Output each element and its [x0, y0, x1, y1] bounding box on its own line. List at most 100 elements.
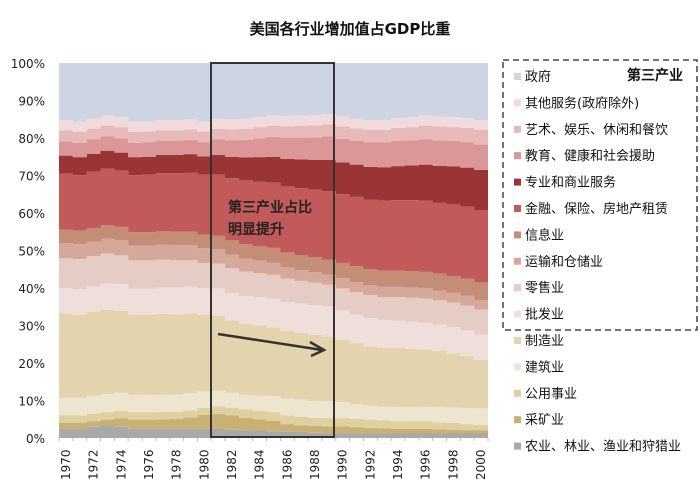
x-tick-label: 1970: [59, 449, 73, 480]
legend-label: 农业、林业、渔业和狩猎业: [525, 440, 681, 455]
legend-swatch: [514, 231, 521, 239]
x-tick-label: 1974: [114, 449, 128, 480]
legend-item: 专业和商业服务: [514, 175, 616, 191]
legend-item: 建筑业: [514, 359, 564, 375]
area-series-8: [59, 225, 488, 300]
area-series-7: [59, 238, 488, 310]
legend-item: 运输和仓储业: [514, 254, 603, 270]
legend-swatch: [514, 442, 521, 450]
legend-item: 批发业: [514, 307, 564, 323]
area-series-12: [59, 124, 488, 145]
x-tick-label: 1972: [87, 449, 101, 480]
legend-label: 零售业: [525, 280, 564, 296]
y-tick-label: 30%: [18, 320, 45, 334]
x-tick-label: 1996: [419, 449, 433, 480]
y-tick-label: 50%: [18, 245, 45, 259]
legend-label: 批发业: [525, 307, 564, 323]
legend-swatch: [514, 416, 521, 424]
y-tick-label: 80%: [18, 132, 45, 146]
legend-label: 金融、保险、房地产租赁: [525, 201, 668, 217]
area-series-9: [59, 168, 488, 283]
x-tick-label: 1978: [170, 449, 184, 480]
legend-swatch: [514, 257, 521, 265]
trend-arrow: [217, 332, 327, 358]
legend-label: 其他服务(政府除外): [525, 95, 639, 111]
legend-item: 农业、林业、渔业和狩猎业: [514, 440, 681, 455]
area-series-4: [59, 309, 488, 409]
y-tick-label: 60%: [18, 207, 45, 221]
y-tick-label: 20%: [18, 357, 45, 371]
legend-swatch: [514, 205, 521, 212]
legend-swatch: [514, 73, 521, 80]
y-tick-label: 10%: [18, 395, 45, 409]
legend-item: 信息业: [514, 227, 564, 243]
legend-swatch: [514, 99, 521, 107]
legend-item: 教育、健康和社会援助: [514, 148, 655, 164]
area-series-2: [59, 406, 488, 431]
y-axis: 0% 10% 20% 30% 40% 50% 60% 70% 80% 90% 100%: [11, 57, 45, 446]
area-series-14: [59, 63, 488, 122]
x-tick-label: 1980: [197, 449, 211, 480]
x-tick-label: 1984: [253, 449, 267, 480]
x-tick-label: 1994: [391, 449, 405, 480]
area-series-1: [59, 414, 488, 434]
area-series-0: [59, 426, 488, 438]
legend-label: 公用事业: [525, 387, 577, 402]
legend-label: 建筑业: [525, 359, 564, 375]
y-tick-label: 90%: [18, 95, 45, 109]
legend-item: 金融、保险、房地产租赁: [514, 201, 668, 217]
legend-item: 艺术、娱乐、休闲和餐饮: [514, 122, 668, 138]
area-series-11: [59, 136, 488, 170]
legend-label: 运输和仓储业: [525, 254, 603, 270]
x-tick-label: 1976: [142, 449, 156, 480]
legend-swatch: [514, 337, 521, 344]
legend-label: 艺术、娱乐、休闲和餐饮: [525, 122, 668, 138]
x-tick-label: 1990: [336, 449, 350, 480]
legend-item: 采矿业: [514, 413, 564, 428]
annotation-line2: 明显提升: [228, 221, 284, 238]
y-tick-label: 40%: [18, 282, 45, 296]
legend-swatch: [514, 284, 521, 292]
area-series-6: [59, 253, 488, 335]
x-axis: 1970 1972 1974 1976 1978 1980 1982 1984 1986 1988…: [58, 438, 489, 480]
area-series-3: [59, 390, 488, 425]
x-tick-label: 1992: [363, 449, 377, 480]
highlight-box: [210, 62, 335, 438]
legend-item: 制造业: [514, 334, 564, 349]
legend-swatch: [514, 152, 521, 160]
legend-label: 政府: [525, 70, 551, 85]
y-tick-label: 100%: [11, 57, 45, 71]
area-series-5: [59, 283, 488, 360]
y-tick-label: 70%: [18, 170, 45, 184]
legend-item: 政府: [514, 70, 551, 85]
legend-item: 零售业: [514, 280, 564, 296]
legend-swatch: [514, 389, 521, 397]
legend-label: 制造业: [525, 334, 564, 349]
x-tick-label: 1998: [446, 449, 460, 480]
legend-item: 公用事业: [514, 387, 577, 402]
plot-area: [59, 63, 488, 438]
chart-title: 美国各行业增加值占GDP比重: [250, 20, 451, 38]
x-tick-label: 1982: [225, 449, 239, 480]
legend-label: 采矿业: [525, 413, 564, 428]
y-tick-label: 0%: [26, 432, 45, 446]
legend-label: 专业和商业服务: [525, 175, 616, 191]
tertiary-legend-box: [502, 59, 698, 331]
legend-swatch: [514, 310, 521, 318]
legend-label: 教育、健康和社会援助: [525, 148, 655, 164]
x-tick-label: 2000: [474, 449, 488, 480]
x-tick-label: 1986: [280, 449, 294, 480]
area-series-13: [59, 114, 488, 132]
legend-item: 其他服务(政府除外): [514, 95, 639, 111]
annotation-line1: 第三产业占比: [228, 199, 312, 216]
area-series-10: [59, 150, 488, 210]
legend-swatch: [514, 178, 521, 186]
legend-swatch: [514, 363, 521, 371]
legend-label: 信息业: [525, 227, 564, 243]
x-tick-label: 1988: [308, 449, 322, 480]
legend-swatch: [514, 125, 521, 133]
tertiary-group-label: 第三产业: [627, 67, 683, 84]
